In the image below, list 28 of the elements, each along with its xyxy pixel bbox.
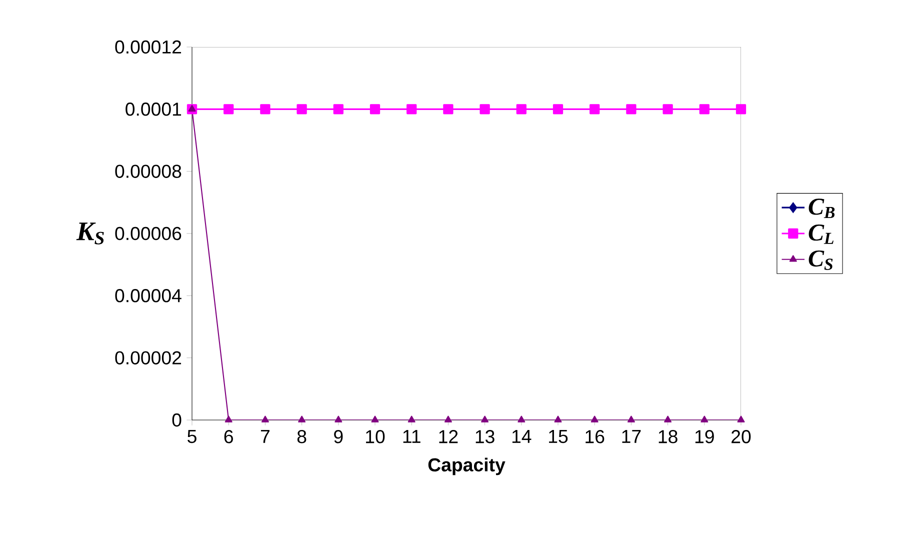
x-tick-label: 15 [549,430,568,444]
y-tick-label: 0.00012 [115,40,182,54]
x-tick-label: 11 [403,430,420,443]
y-tick-label: 0.0001 [126,102,182,116]
x-tick-label: 14 [512,430,532,443]
x-tick-label: 7 [260,430,270,443]
x-tick-label: 20 [732,430,751,444]
x-tick-label: 17 [622,430,641,443]
x-tick-label: 10 [366,430,385,444]
y-axis-title: K$_{S}$ [76,222,104,244]
y-tick-label: 0.00008 [115,164,182,178]
y-tick-label: 0.00006 [115,226,182,240]
x-tick-label: 8 [297,430,306,444]
y-tick-label: 0 [172,413,182,427]
x-tick-label: 18 [658,430,678,444]
x-tick-label: 12 [439,430,458,444]
legend-label: C$_{S}$ [808,250,833,270]
x-tick-label: 6 [224,430,233,444]
y-tick-label: 0.00004 [115,289,182,302]
y-tick-label: 0.00002 [115,351,182,364]
legend-label: C$_{L}$ [808,224,834,244]
x-tick-label: 19 [695,430,714,444]
x-tick-label: 5 [188,430,196,444]
legend-label: C$_{B}$ [808,198,835,218]
x-tick-label: 9 [334,430,343,444]
x-tick-label: 16 [586,430,604,444]
x-tick-label: 13 [476,430,494,444]
x-axis-title: Capacity [428,458,506,476]
